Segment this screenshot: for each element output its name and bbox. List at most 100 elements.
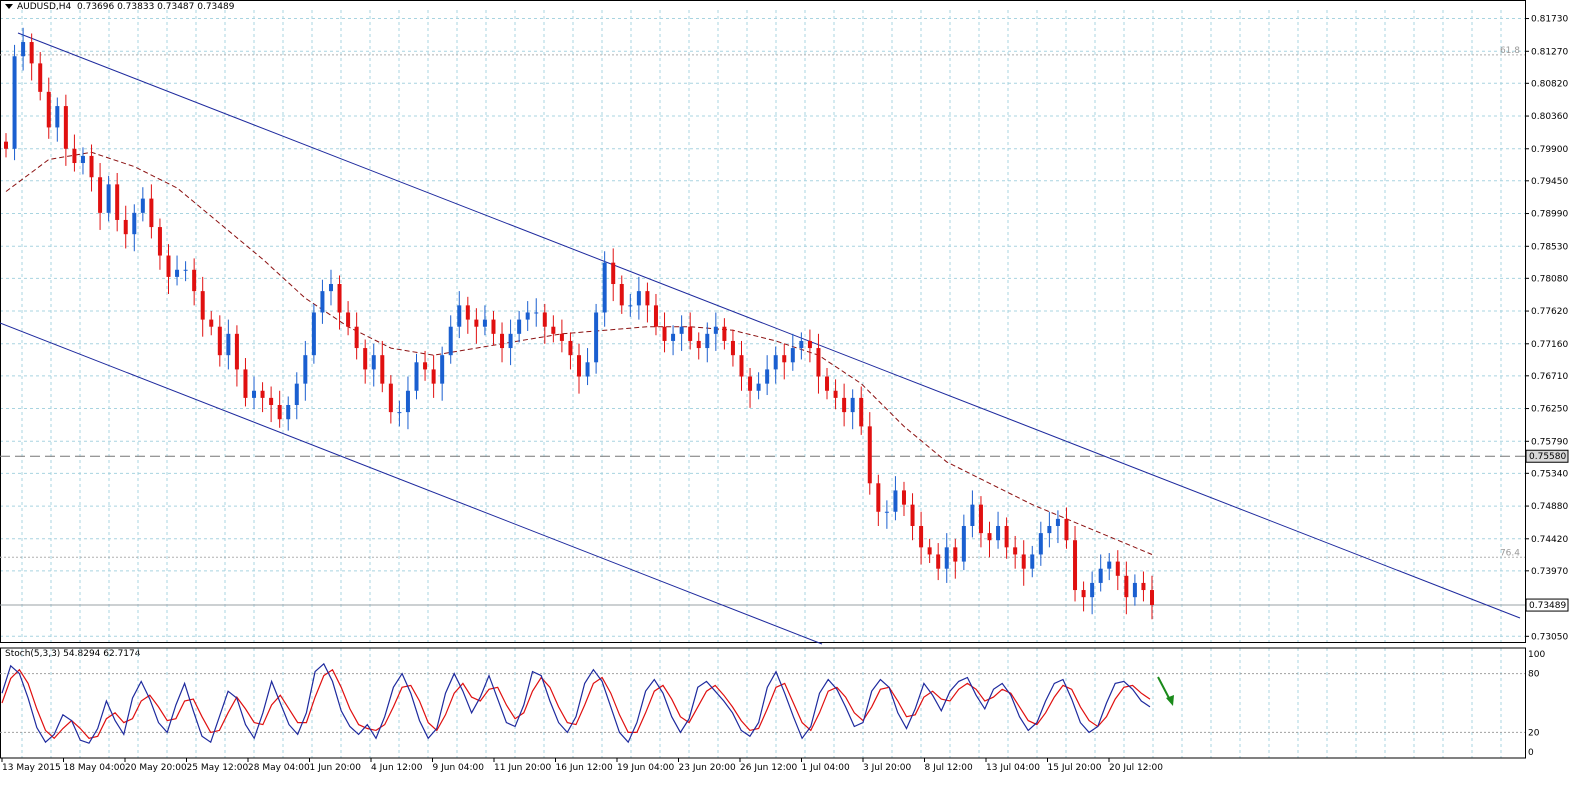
ma-line (5, 151, 1153, 555)
candle-body (790, 348, 795, 363)
candle-body (89, 155, 94, 178)
channel-lower-line (0, 322, 823, 645)
chart-menu-icon[interactable] (5, 4, 13, 9)
candle-body (115, 184, 120, 220)
time-tick-label: 16 Jun 12:00 (556, 763, 613, 773)
candle-body (277, 405, 282, 420)
candle-body (303, 355, 308, 384)
price-tick-label: 0.79900 (1531, 145, 1568, 155)
price-tick-label: 0.81270 (1531, 47, 1568, 57)
candle-body (799, 340, 804, 349)
candle-body (525, 312, 530, 320)
price-tick-label: 0.80820 (1531, 79, 1568, 89)
candle-body (901, 490, 906, 505)
candle-body (825, 376, 830, 391)
candle-body (927, 547, 932, 555)
time-tick-label: 28 May 04:00 (248, 763, 310, 773)
candle-body (175, 269, 180, 277)
candle-body (602, 262, 607, 313)
candle-body (1038, 533, 1043, 555)
price-marker-box (1525, 598, 1569, 612)
price-tick-label: 0.74880 (1531, 502, 1568, 512)
candle-body (500, 333, 505, 349)
candle-body (867, 426, 872, 484)
candle-body (944, 547, 949, 569)
candle-body (551, 326, 556, 334)
candle-body (311, 312, 316, 356)
candle-body (260, 390, 265, 398)
chart-symbol-title: AUDUSD,H4 0.73696 0.73833 0.73487 0.7348… (5, 2, 234, 12)
candle-body (1030, 554, 1035, 569)
candle-body (346, 312, 351, 327)
candle-body (491, 319, 496, 334)
stoch-tick-label: 20 (1528, 728, 1540, 738)
time-tick-label: 4 Jun 12:00 (371, 763, 423, 773)
candle-body (192, 269, 197, 292)
candle-body (636, 291, 641, 306)
axes: 0.81730 0.81270 0.80820 0.80360 0.79900 0.794… (1, 15, 1569, 773)
candle-body (1064, 518, 1069, 541)
candle-body (970, 504, 975, 526)
candle-body (773, 355, 778, 370)
time-tick-label: 13 May 2015 (2, 763, 61, 773)
candle-body (1081, 590, 1086, 598)
ohlc-values: 0.73696 0.73833 0.73487 0.73489 (77, 2, 235, 12)
candle-body (850, 397, 855, 413)
candle-body (705, 333, 710, 349)
time-tick-label: 19 Jun 04:00 (617, 763, 674, 773)
price-tick-label: 0.76250 (1531, 405, 1568, 415)
time-tick-label: 25 May 12:00 (187, 763, 249, 773)
candle-body (1055, 518, 1060, 526)
candle-body (978, 504, 983, 534)
candle-body (21, 42, 26, 57)
price-marker-label: 0.73489 (1529, 601, 1566, 611)
candle-body (482, 319, 487, 327)
candle-body (1132, 582, 1137, 598)
candle-body (328, 284, 333, 292)
stoch-tick-label: 0 (1528, 748, 1534, 758)
candle-body (833, 390, 838, 398)
candle-body (842, 397, 847, 413)
candle-body (1090, 582, 1095, 598)
candle-body (713, 326, 718, 334)
channel-upper-line (17, 32, 1521, 619)
candle-body (55, 106, 60, 128)
price-tick-label: 0.79450 (1531, 177, 1568, 187)
stochastic-panel (0, 662, 1525, 744)
candle-body (405, 390, 410, 413)
price-tick-label: 0.76710 (1531, 372, 1568, 382)
candle-body (380, 355, 385, 384)
stoch-tick-label: 100 (1528, 650, 1545, 660)
chart-grid (0, 0, 1526, 759)
candle-body (371, 355, 376, 370)
candle-body (876, 483, 881, 512)
price-tick-label: 0.78990 (1531, 210, 1568, 220)
price-tick-label: 0.78080 (1531, 274, 1568, 284)
candle-body (919, 525, 924, 548)
candle-body (431, 369, 436, 384)
price-tick-label: 0.73050 (1531, 632, 1568, 642)
price-tick-label: 0.73970 (1531, 567, 1568, 577)
candle-body (585, 362, 590, 377)
candle-body (807, 340, 812, 349)
stoch-signal-line (1, 668, 1151, 740)
time-tick-label: 8 Jul 12:00 (925, 763, 974, 773)
candle-body (337, 284, 342, 313)
stoch-main-line (1, 662, 1151, 744)
candle-body (619, 284, 624, 306)
candle-body (106, 184, 111, 213)
candle-body (252, 390, 257, 398)
candle-body (559, 333, 564, 341)
price-tick-label: 0.77620 (1531, 307, 1568, 317)
candle-body (38, 63, 43, 92)
candle-body (80, 155, 85, 164)
time-tick-label: 3 Jul 20:00 (863, 763, 912, 773)
candle-body (12, 56, 17, 149)
candle-body (1013, 547, 1018, 555)
time-tick-label: 13 Jul 04:00 (986, 763, 1040, 773)
candle-body (1004, 525, 1009, 548)
candle-body (157, 227, 162, 256)
moving-average (5, 151, 1153, 555)
candle-body (29, 42, 34, 64)
